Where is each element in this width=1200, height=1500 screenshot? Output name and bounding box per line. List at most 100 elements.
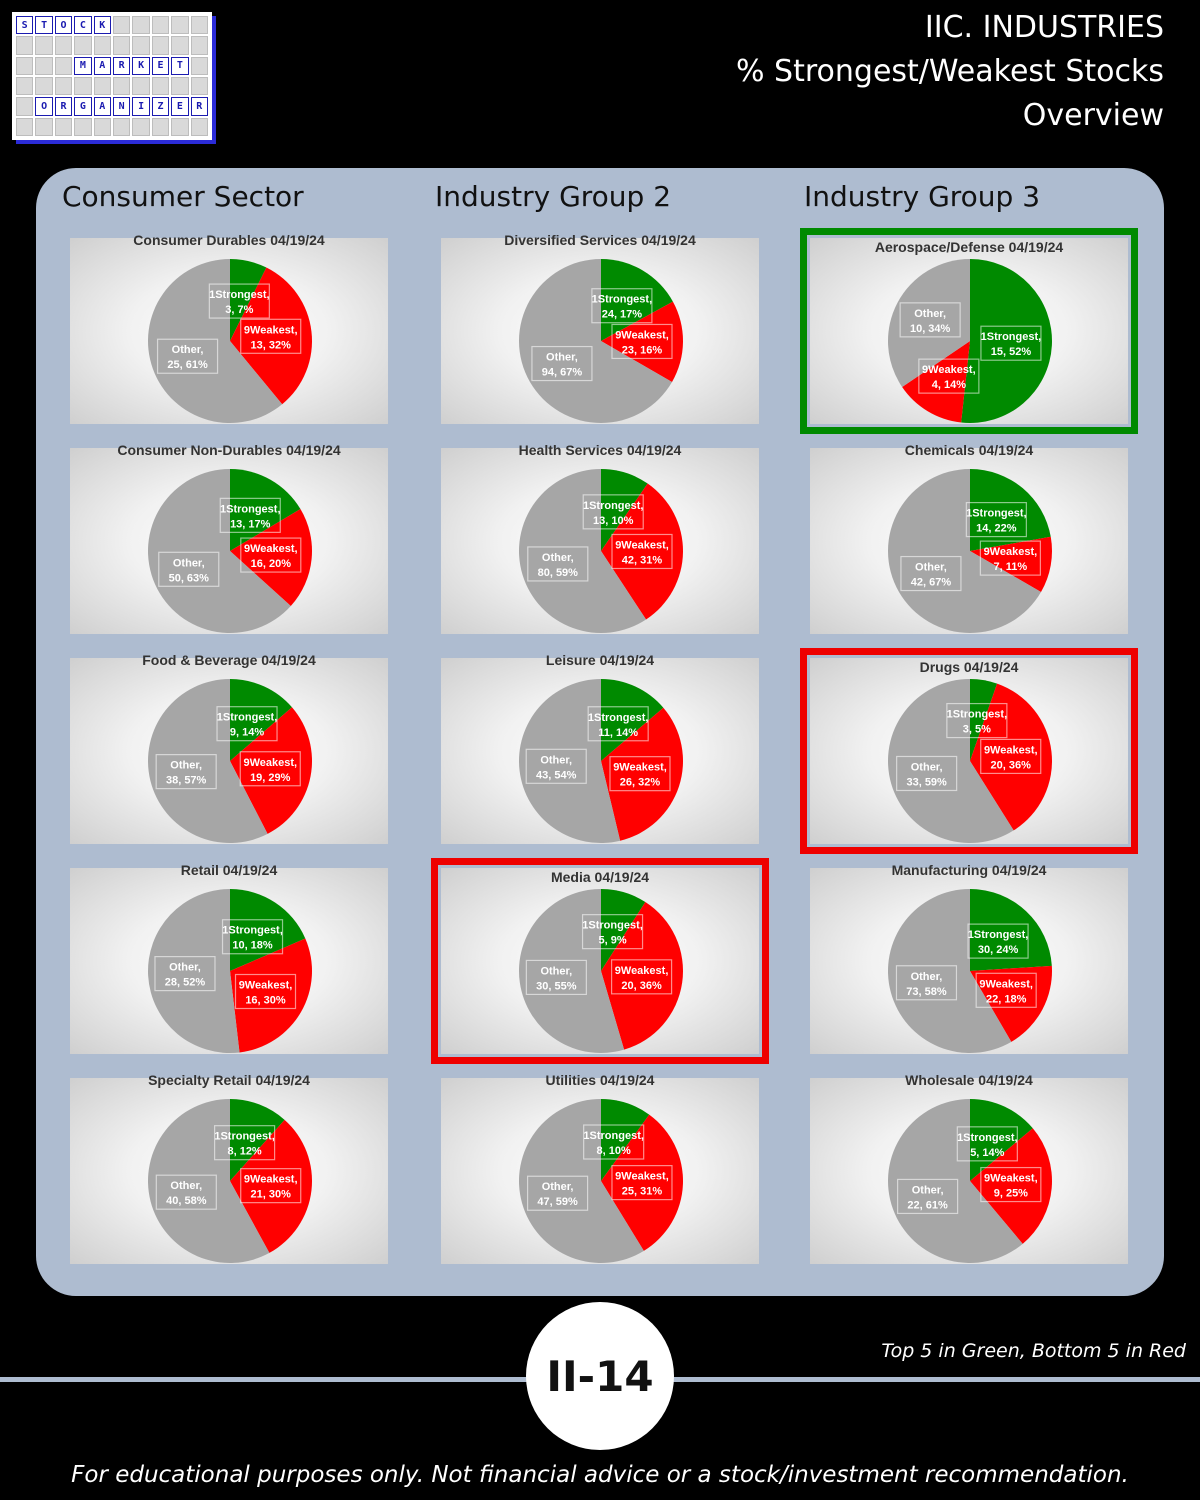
- pie-slice-1strongest: [961, 259, 1052, 423]
- chart-title: Media 04/19/24: [550, 869, 650, 885]
- data-label-value: 38, 57%: [166, 775, 207, 787]
- data-label-box: [897, 1178, 959, 1215]
- data-label-name: 1Strongest,: [582, 920, 643, 932]
- chart-title: Diversified Services 04/19/24: [504, 232, 696, 248]
- pie-slice-1strongest: [970, 679, 998, 761]
- pie-slice-1strongest: [601, 469, 648, 551]
- data-label-value: 13, 32%: [251, 339, 292, 351]
- title-line-2: % Strongest/Weakest Stocks: [736, 54, 1164, 89]
- logo-filler-cell: [35, 77, 53, 96]
- data-label-box: [965, 501, 1027, 538]
- logo-filler-cell: [112, 16, 131, 35]
- data-label-1strongest: 1Strongest, 13, 10%: [582, 494, 644, 530]
- data-label-1strongest: 1Strongest, 15, 52%: [980, 325, 1042, 361]
- chart-title: Manufacturing 04/19/24: [891, 862, 1047, 878]
- logo-letter: A: [93, 56, 111, 75]
- data-label-other: Other, 73, 58%: [895, 965, 958, 1001]
- logo-filler-cell: [171, 36, 189, 55]
- data-label-box: [611, 533, 673, 570]
- chart-title: Chemicals 04/19/24: [904, 442, 1034, 458]
- logo-letter: R: [54, 97, 73, 116]
- logo-filler-cell: [171, 117, 189, 136]
- data-label-box: [918, 358, 980, 394]
- data-label-box: [980, 1166, 1042, 1203]
- data-label-value: 15, 52%: [991, 346, 1032, 358]
- logo-letter: A: [93, 97, 111, 116]
- data-label-box: [155, 754, 217, 790]
- data-label-9weakest: 9Weakest, 13, 32%: [240, 318, 302, 354]
- data-label-name: 9Weakest,: [922, 364, 976, 376]
- page-title: IIC. INDUSTRIES % Strongest/Weakest Stoc…: [736, 6, 1164, 138]
- logo-filler-cell: [93, 36, 111, 55]
- data-label-box: [527, 546, 589, 582]
- pie-chart-card-leisure: Leisure 04/19/24 1Strongest, 11, 14% 9Weake…: [431, 648, 769, 854]
- pie-slice-9weakest: [970, 1128, 1052, 1244]
- pie-slice-other: [888, 1099, 1023, 1263]
- data-label-name: 1Strongest,: [209, 289, 270, 301]
- chart-title: Health Services 04/19/24: [518, 442, 682, 458]
- data-label-name: 9Weakest,: [984, 1173, 1038, 1185]
- data-label-other: Other, 43, 54%: [525, 748, 587, 784]
- data-label-other: Other, 47, 59%: [526, 1175, 589, 1211]
- data-label-box: [221, 919, 284, 955]
- pie-slice-1strongest: [230, 1099, 285, 1181]
- pie-chart: 1Strongest, 11, 14% 9Weakest, 26, 32% Other,…: [518, 679, 683, 843]
- data-label-1strongest: 1Strongest, 5, 9%: [581, 914, 644, 950]
- data-label-box: [525, 748, 587, 784]
- data-label-name: Other,: [912, 1184, 944, 1196]
- data-label-name: 1Strongest,: [222, 925, 283, 937]
- pie-chart-card-wholesale: Wholesale 04/19/24 1Strongest, 5, 14% 9Weak…: [800, 1068, 1138, 1274]
- data-label-box: [611, 1165, 673, 1201]
- data-label-value: 30, 24%: [978, 944, 1019, 956]
- page-number-badge: II-14: [526, 1302, 674, 1450]
- pie-chart-card-specialty-retail: Specialty Retail 04/19/24 1Strongest, 8, 1…: [60, 1068, 398, 1274]
- data-label-value: 80, 59%: [538, 567, 579, 579]
- data-label-value: 42, 67%: [911, 577, 952, 589]
- logo-filler-cell: [16, 36, 34, 55]
- pie-chart: 1Strongest, 14, 22% 9Weakest, 7, 11% Other, 4…: [888, 469, 1052, 633]
- data-label-name: 1Strongest,: [583, 1130, 644, 1142]
- data-label-other: Other, 40, 58%: [155, 1174, 217, 1210]
- data-label-name: 1Strongest,: [592, 294, 653, 306]
- pie-chart-card-aerospace-defense: Aerospace/Defense 04/19/24 1Strongest, 15,…: [800, 228, 1138, 434]
- data-label-value: 19, 29%: [250, 772, 291, 784]
- data-label-value: 23, 16%: [622, 344, 663, 356]
- data-label-value: 7, 11%: [994, 561, 1028, 573]
- logo-letter: R: [190, 97, 208, 116]
- data-label-1strongest: 1Strongest, 13, 17%: [219, 497, 281, 533]
- pie-chart: 1Strongest, 10, 18% 9Weakest, 16, 30% Other,…: [147, 889, 312, 1053]
- logo-letter: O: [35, 97, 53, 116]
- logo-filler-cell: [16, 77, 34, 96]
- data-label-box: [208, 283, 270, 319]
- pie-chart: 1Strongest, 8, 12% 9Weakest, 21, 30% Other, 4…: [147, 1099, 312, 1263]
- logo-filler-cell: [54, 56, 73, 75]
- data-label-name: 1Strongest,: [220, 503, 281, 515]
- pie-slice-other: [518, 679, 621, 843]
- data-label-9weakest: 9Weakest, 42, 31%: [611, 533, 673, 570]
- logo-filler-cell: [93, 77, 111, 96]
- data-label-name: 9Weakest,: [615, 539, 669, 551]
- logo-filler-cell: [151, 16, 170, 35]
- data-label-1strongest: 1Strongest, 5, 14%: [956, 1126, 1018, 1162]
- pie-slice-1strongest: [601, 1099, 650, 1181]
- pie-chart: 1Strongest, 5, 9% 9Weakest, 20, 36% Other, 30…: [518, 889, 683, 1053]
- pie-slice-9weakest: [902, 341, 970, 423]
- data-label-name: 9Weakest,: [244, 1174, 298, 1186]
- pie-chart-card-manufacturing: Manufacturing 04/19/24 1Strongest, 30, 24%…: [800, 858, 1138, 1064]
- pie-chart-card-food-beverage: Food & Beverage 04/19/24 1Strongest, 9, 14…: [60, 648, 398, 854]
- data-label-box: [946, 702, 1008, 739]
- pie-chart: 1Strongest, 8, 10% 9Weakest, 25, 31% Other, 4…: [519, 1099, 683, 1263]
- logo-letter: T: [35, 16, 53, 35]
- data-label-name: Other,: [915, 562, 947, 574]
- chart-title: Specialty Retail 04/19/24: [148, 1072, 310, 1088]
- logo-filler-cell: [132, 16, 150, 35]
- data-label-1strongest: 1Strongest, 8, 10%: [583, 1124, 645, 1160]
- data-label-box: [239, 751, 301, 787]
- logo-letter: K: [132, 56, 150, 75]
- pie-chart-card-media: Media 04/19/24 1Strongest, 5, 9% 9Weakest, 2…: [431, 858, 769, 1064]
- data-label-name: 9Weakest,: [613, 762, 667, 774]
- data-label-value: 40, 58%: [166, 1195, 207, 1207]
- data-label-other: Other, 30, 55%: [525, 959, 587, 996]
- data-label-9weakest: 9Weakest, 26, 32%: [609, 756, 671, 792]
- data-label-value: 42, 31%: [622, 554, 663, 566]
